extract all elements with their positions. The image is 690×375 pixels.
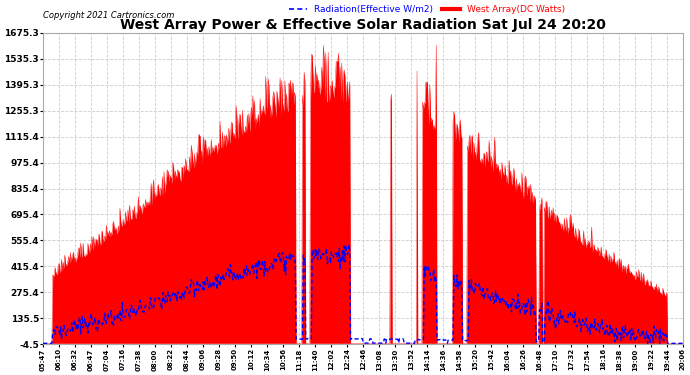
Title: West Array Power & Effective Solar Radiation Sat Jul 24 20:20: West Array Power & Effective Solar Radia…	[120, 18, 606, 32]
Legend: Radiation(Effective W/m2), West Array(DC Watts): Radiation(Effective W/m2), West Array(DC…	[285, 2, 569, 18]
Text: Copyright 2021 Cartronics.com: Copyright 2021 Cartronics.com	[43, 11, 175, 20]
